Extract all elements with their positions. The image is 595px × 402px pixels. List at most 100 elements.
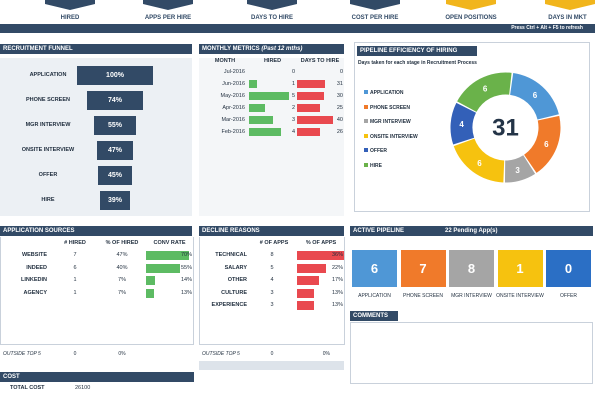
kpi-label-cost-per-hire: COST PER HIRE [351, 15, 399, 21]
metrics-subtitle: (Past 12 mths) [261, 46, 303, 52]
funnel-stage-label: HIRE [41, 197, 55, 203]
pipeline-legend-item: APPLICATION [364, 90, 418, 105]
metrics-hired-bar [249, 128, 281, 136]
pipeline-legend-item: HIRE [364, 162, 418, 178]
metrics-hired-value: 1 [291, 81, 295, 87]
donut-segment-label: 6 [483, 85, 488, 94]
funnel-stage-bar: 100% [77, 66, 153, 85]
kpi-cost-indicator [350, 0, 400, 10]
legend-marker-icon [364, 119, 368, 123]
decline-outside-pct: 0% [322, 351, 330, 357]
metrics-hired-value: 4 [291, 129, 295, 135]
kpi-label-open-positions: OPEN POSITIONS [445, 15, 497, 21]
cost-total-value: 26100 [75, 385, 91, 391]
source-name: AGENCY [23, 289, 47, 296]
source-name: WEBSITE [21, 252, 47, 258]
source-name: INDEED [26, 264, 47, 271]
kpi-label-hired: HIRED [60, 15, 80, 21]
kpi-label-days-in-mkt: DAYS IN MKT [548, 15, 587, 21]
decline-header-pct: % OF APPS [305, 240, 337, 246]
sources-outside-label: OUTSIDE TOP 5 [3, 351, 41, 357]
decline-header-apps: # OF APPS [259, 240, 289, 246]
active-stage-card: 7 [400, 250, 446, 287]
donut-segment-label: 6 [533, 91, 538, 100]
metrics-days-value: 0 [339, 69, 343, 75]
metrics-days-bar [297, 104, 320, 112]
metrics-days-value: 31 [336, 81, 343, 87]
decline-pct-bar [297, 288, 314, 298]
pipeline-legend-item: ONSITE INTERVIEW [364, 133, 418, 149]
decline-reason-name: CULTURE [221, 289, 247, 296]
kpi-label-apps-per-hire: APPS PER HIRE [144, 15, 192, 21]
decline-pct-bar [297, 276, 320, 285]
funnel-stage-bar: 39% [100, 191, 130, 210]
pipeline-legend-label: MGR INTERVIEW [370, 119, 411, 125]
metrics-days-value: 25 [336, 105, 343, 111]
metrics-hired-value: 5 [291, 93, 295, 99]
pipeline-donut-chart: 6 6 3 6 4 6 31 [450, 72, 561, 183]
donut-segment [453, 138, 505, 183]
kpi-daysmkt-indicator [545, 0, 595, 10]
legend-marker-icon [364, 162, 368, 167]
pipeline-legend: APPLICATION PHONE SCREEN MGR INTERVIEW ONSI… [364, 90, 418, 177]
legend-marker-icon [364, 90, 368, 94]
cost-total-label: TOTAL COST [10, 385, 45, 391]
metrics-month: Mar-2016 [221, 117, 245, 123]
metrics-hired-bar [249, 92, 289, 100]
kpi-hired-indicator [45, 0, 95, 10]
donut-segment-label: 4 [459, 120, 464, 129]
source-conv-bar [146, 288, 155, 298]
decline-outside-label: OUTSIDE TOP 5 [202, 351, 240, 357]
source-name: LINKEDIN [21, 277, 47, 283]
top-bar [0, 24, 595, 33]
pipeline-subtitle: Days taken for each stage in Recruitment… [358, 60, 477, 66]
active-stage-label: OFFER [560, 293, 577, 299]
source-conv: 13% [180, 289, 192, 296]
source-hired: 1 [73, 277, 77, 283]
funnel-stage-label: APPLICATION [29, 72, 67, 78]
funnel-stage-bar: 74% [86, 91, 144, 110]
decline-panel [199, 237, 345, 345]
active-pipeline-pending: 22 Pending App(s) [445, 228, 498, 234]
active-stage-label: MGR INTERVIEW [451, 293, 492, 299]
funnel-title: RECRUITMENT FUNNEL [0, 44, 192, 54]
sources-title: APPLICATION SOURCES [0, 226, 192, 236]
pipeline-legend-item: MGR INTERVIEW [364, 119, 418, 134]
source-pct: 7% [118, 289, 126, 296]
source-conv: 14% [180, 277, 192, 283]
metrics-hired-value: 3 [291, 117, 295, 123]
source-pct: 40% [116, 264, 128, 271]
metrics-month: Jul-2016 [223, 69, 245, 75]
metrics-header-hired: HIRED [263, 58, 282, 64]
legend-marker-icon [364, 104, 368, 109]
pipeline-legend-label: PHONE SCREEN [370, 104, 411, 111]
metrics-hired-value: 2 [291, 105, 295, 111]
decline-pct: 13% [331, 289, 343, 296]
metrics-days-value: 30 [336, 93, 343, 99]
sources-outside-pct: 0% [118, 351, 126, 357]
funnel-stage-bar: 45% [97, 166, 133, 185]
donut-segment-label: 6 [544, 140, 549, 149]
decline-reason-name: TECHNICAL [215, 252, 247, 258]
source-pct: 7% [118, 277, 126, 283]
sources-panel [0, 237, 194, 345]
cost-title: COST [0, 372, 194, 382]
metrics-hired-bar [249, 116, 273, 124]
decline-title: DECLINE REASONS [199, 226, 344, 236]
source-hired: 6 [73, 264, 77, 271]
pipeline-panel [354, 42, 590, 212]
decline-outside-apps: 0 [270, 351, 274, 357]
decline-reason-name: EXPERIENCE [211, 302, 247, 308]
active-stage-label: PHONE SCREEN [402, 293, 443, 299]
source-pct: 47% [116, 252, 128, 258]
metrics-days-bar [297, 128, 321, 136]
active-stage-card: 1 [497, 250, 543, 287]
metrics-month: Apr-2016 [222, 105, 245, 111]
comments-box[interactable] [350, 322, 593, 384]
decline-pct: 22% [331, 264, 343, 271]
decline-pct: 36% [331, 252, 343, 258]
donut-segment-label: 6 [477, 159, 482, 168]
donut-center-total: 31 [492, 115, 519, 142]
metrics-month: Jun-2016 [222, 81, 245, 87]
active-pipeline-bar: ACTIVE PIPELINE 22 Pending App(s) [350, 226, 593, 236]
